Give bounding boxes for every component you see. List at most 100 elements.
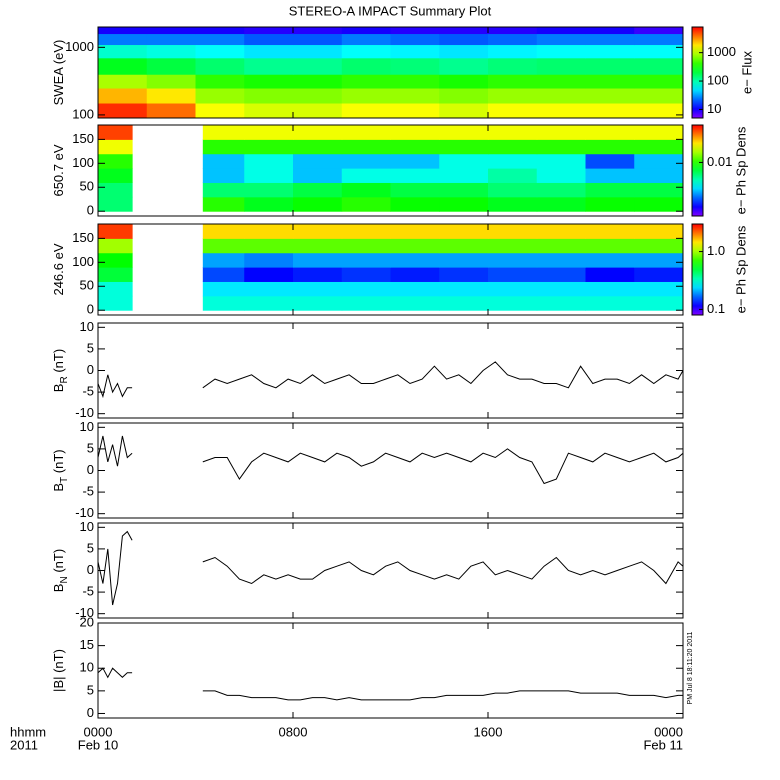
spectrogram-cell: [585, 196, 635, 212]
y-label-units: (nT): [51, 449, 66, 476]
spectrogram-cell: [488, 196, 538, 212]
spectrogram-cell: [293, 74, 343, 89]
spectrogram-cell: [98, 153, 133, 169]
y-tick-label: 1000: [65, 39, 94, 54]
spectrogram-cell: [439, 168, 489, 183]
spectrogram-cell: [202, 238, 245, 254]
y-axis-label: BN (nT): [51, 549, 69, 592]
spectrogram-cell: [536, 224, 586, 239]
spectrogram-cell: [536, 267, 586, 282]
spectrogram-cell: [536, 33, 586, 46]
spectrogram-cell: [341, 168, 391, 183]
spectrogram-cell: [202, 281, 245, 297]
spectrogram-cell: [439, 182, 489, 198]
spectrogram-cell: [390, 224, 440, 239]
spectrogram-cell: [585, 224, 635, 239]
timestamp: PM Jul 8 18:11:20 2011: [687, 631, 694, 704]
spectrogram-cell: [536, 74, 586, 89]
spectrogram-cell: [202, 125, 245, 140]
spectrogram-cell: [536, 103, 586, 119]
y-tick-label: 100: [72, 155, 94, 170]
spectrogram-cell: [146, 27, 196, 35]
spectrogram-cell: [98, 139, 133, 155]
spectrogram-cell: [98, 238, 133, 254]
spectrogram-cell: [390, 139, 440, 155]
spectrogram-cell: [98, 182, 133, 198]
spectrogram-cell: [98, 44, 148, 59]
spectrogram-cell: [488, 252, 538, 268]
spectrogram-cell: [341, 139, 391, 155]
spectrogram-cell: [98, 281, 133, 297]
spectrogram-cell: [536, 295, 586, 311]
spectrogram-cell: [536, 153, 586, 169]
y-label-main: B: [51, 384, 66, 393]
spectrogram-cell: [293, 153, 343, 169]
spectrogram-cell: [634, 182, 684, 198]
spectrogram-cell: [536, 182, 586, 198]
spectrogram-cell: [439, 281, 489, 297]
spectrogram-cell: [244, 267, 294, 282]
spectrogram-cell: [195, 27, 245, 35]
spectrogram-cell: [390, 196, 440, 212]
spectrogram-cell: [202, 168, 245, 183]
spectrogram-cell: [634, 33, 684, 46]
y-tick-label: 0: [87, 302, 94, 317]
y-tick-label: 5: [87, 682, 94, 697]
spectrogram-cell: [195, 44, 245, 59]
y-label-units: (nT): [51, 549, 66, 576]
spectrogram-cell: [439, 33, 489, 46]
spectrogram-cell: [341, 238, 391, 254]
spectrogram-cell: [202, 267, 245, 282]
spectrogram-cell: [341, 153, 391, 169]
spectrogram-cell: [98, 295, 133, 311]
y-label-main: |B| (nT): [51, 649, 66, 692]
panel-frame: [97, 124, 684, 217]
data-line: [97, 435, 684, 485]
spectrogram-cell: [293, 281, 343, 297]
spectrogram-cell: [634, 139, 684, 155]
spectrogram-cell: [244, 57, 294, 75]
spectrogram-cell: [634, 103, 684, 119]
spectrogram-cell: [488, 88, 538, 104]
spectrogram-cell: [634, 74, 684, 89]
spectrogram-cell: [488, 139, 538, 155]
spectrogram-cell: [634, 238, 684, 254]
spectrogram-cell: [146, 103, 196, 119]
spectrogram-cell: [390, 27, 440, 35]
spectrogram-cell: [390, 238, 440, 254]
spectrogram-cell: [293, 57, 343, 75]
spectrogram-cell: [244, 295, 294, 311]
y-tick-label: 10: [80, 519, 94, 534]
y-tick-label: 50: [80, 278, 94, 293]
spectrogram-cell: [146, 74, 196, 89]
spectrogram-cell: [293, 33, 343, 46]
spectrogram-cell: [341, 224, 391, 239]
spectrogram-cell: [488, 74, 538, 89]
colorbar-label: e− Ph Sp Dens: [733, 225, 748, 313]
spectrogram-cell: [98, 252, 133, 268]
y-label-subscript: T: [59, 477, 70, 483]
spectrogram-cell: [244, 125, 294, 140]
spectrogram-cell: [195, 33, 245, 46]
y-tick-label: 0: [87, 362, 94, 377]
colorbar-label: e− Flux: [739, 51, 754, 94]
spectrogram-cell: [585, 44, 635, 59]
spectrogram-cell: [390, 182, 440, 198]
spectrogram-cell: [488, 182, 538, 198]
spectrogram-cell: [634, 281, 684, 297]
colorbar-tick-label: 100: [707, 72, 729, 87]
spectrogram-cell: [195, 103, 245, 119]
spectrogram-cell: [536, 57, 586, 75]
spectrogram-cell: [488, 125, 538, 140]
y-label-main: B: [51, 483, 66, 492]
spectrogram-cell: [341, 33, 391, 46]
y-tick-label: -5: [82, 484, 94, 499]
spectrogram-cell: [98, 168, 133, 183]
spectrogram-cell: [202, 153, 245, 169]
spectrogram-cell: [98, 196, 133, 212]
spectrogram-cell: [341, 27, 391, 35]
spectrogram-cell: [390, 168, 440, 183]
spectrogram-cell: [536, 238, 586, 254]
spectrogram-cell: [202, 196, 245, 212]
